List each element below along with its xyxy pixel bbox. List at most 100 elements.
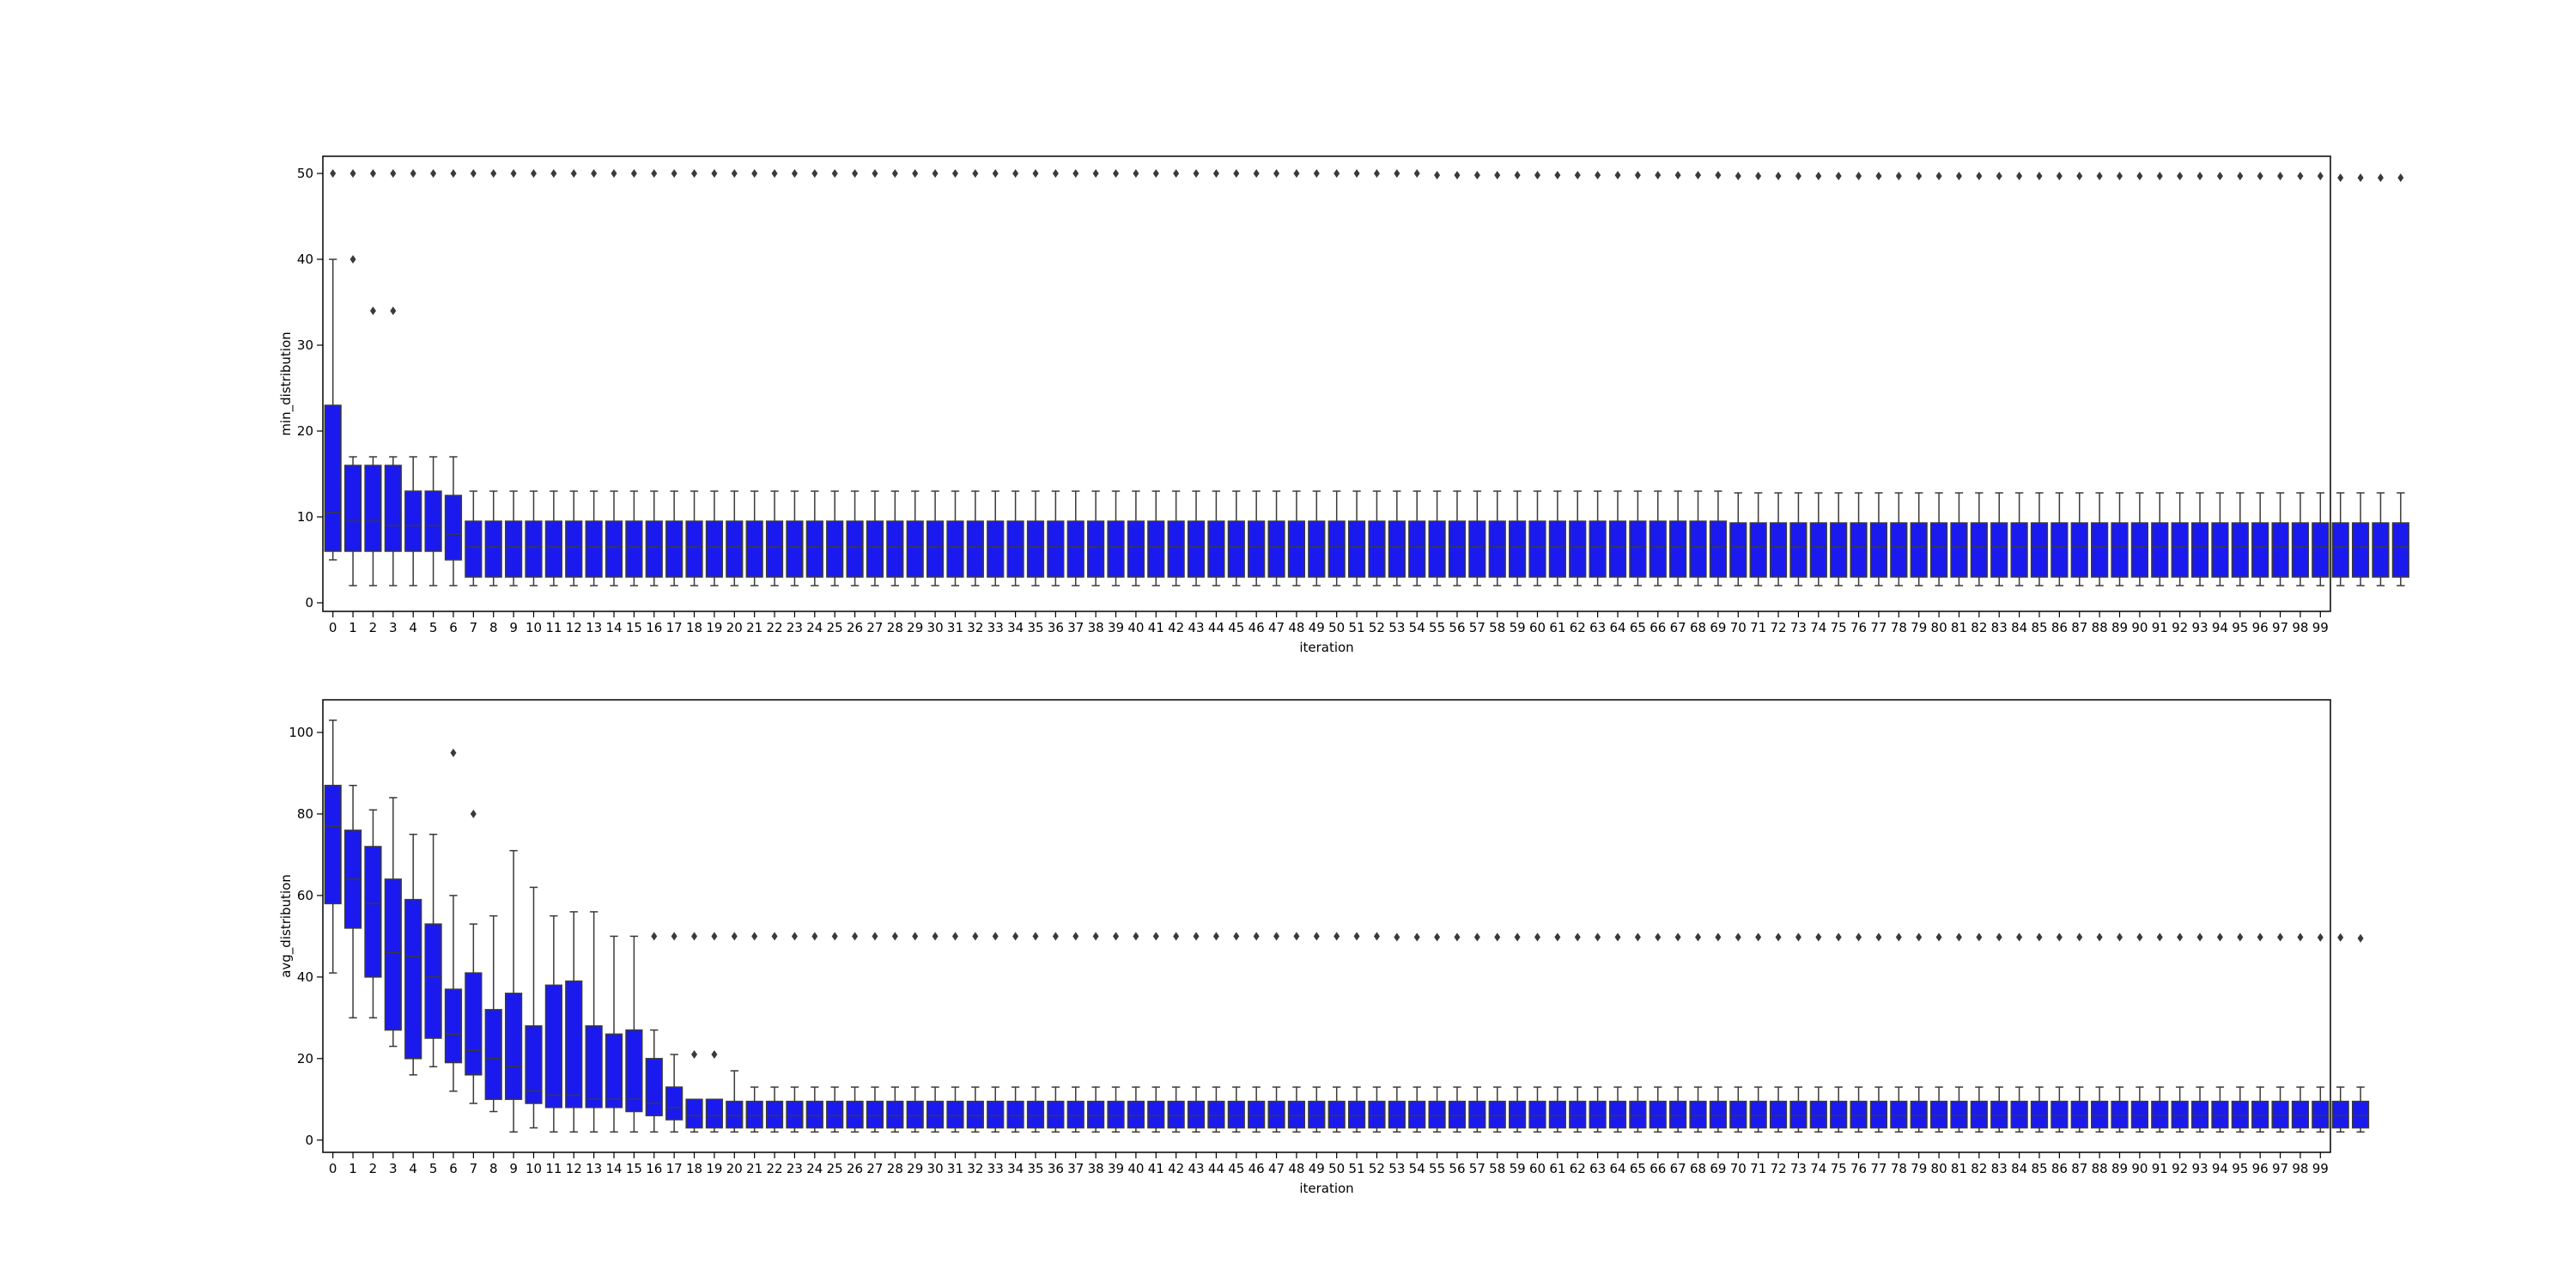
x-tick-label: 63 bbox=[1589, 1161, 1606, 1176]
outlier-point bbox=[1514, 171, 1521, 179]
outlier-point bbox=[1334, 169, 1340, 178]
box-item bbox=[1890, 933, 1908, 1133]
box bbox=[745, 1100, 763, 1129]
outlier-point bbox=[932, 169, 939, 178]
box-item bbox=[2312, 933, 2330, 1133]
box-item bbox=[1248, 932, 1266, 1133]
outlier-point bbox=[1273, 169, 1280, 178]
x-tick-label: 90 bbox=[2131, 1161, 2148, 1176]
outlier-point bbox=[1916, 172, 1923, 180]
outlier-point bbox=[450, 169, 457, 178]
box-item bbox=[384, 169, 402, 586]
box bbox=[1929, 1100, 1948, 1129]
box bbox=[1207, 520, 1225, 578]
x-tick-label: 51 bbox=[1349, 1161, 1365, 1176]
x-tick-label: 53 bbox=[1388, 1161, 1405, 1176]
box bbox=[685, 520, 703, 578]
box bbox=[665, 1086, 683, 1121]
x-axis-ticks: 0 1 2 3 4 5 6 7 8 9 10 11 12 13 14 15 16 17 18 19 20 21 22 23 24… bbox=[329, 1152, 2329, 1176]
box bbox=[1809, 522, 1827, 578]
outlier-point bbox=[831, 169, 838, 178]
outlier-point bbox=[2216, 172, 2223, 180]
box-item bbox=[1990, 172, 2008, 586]
x-tick-label: 23 bbox=[787, 620, 803, 635]
x-tick-label: 97 bbox=[2272, 1161, 2288, 1176]
box bbox=[805, 1100, 823, 1129]
box-item bbox=[1929, 172, 1948, 586]
box bbox=[1207, 1100, 1225, 1129]
box bbox=[1990, 522, 2008, 578]
outlier-point bbox=[1595, 171, 1601, 179]
x-tick-label: 80 bbox=[1931, 620, 1947, 635]
x-tick-label: 32 bbox=[967, 620, 983, 635]
x-tick-label: 81 bbox=[1951, 620, 1967, 635]
box-item bbox=[1509, 933, 1527, 1133]
x-tick-label: 6 bbox=[449, 620, 458, 635]
box bbox=[1548, 1100, 1566, 1129]
outlier-point bbox=[1413, 169, 1420, 178]
x-tick-label: 76 bbox=[1850, 620, 1867, 635]
box-item bbox=[1388, 933, 1406, 1133]
box-item bbox=[1749, 933, 1767, 1133]
box bbox=[2050, 1100, 2069, 1129]
x-tick-label: 10 bbox=[526, 620, 542, 635]
box-item bbox=[886, 932, 904, 1133]
x-tick-label: 42 bbox=[1168, 1161, 1184, 1176]
box-item bbox=[2111, 172, 2129, 586]
y-tick-label: 40 bbox=[297, 252, 313, 267]
x-axis-label: iteration bbox=[1299, 1181, 1353, 1196]
x-tick-label: 72 bbox=[1771, 620, 1787, 635]
x-tick-label: 68 bbox=[1690, 1161, 1706, 1176]
box bbox=[2070, 522, 2088, 578]
outlier-point bbox=[2237, 172, 2244, 180]
x-tick-label: 52 bbox=[1369, 1161, 1385, 1176]
outlier-point bbox=[1695, 171, 1702, 179]
x-tick-label: 36 bbox=[1048, 620, 1064, 635]
box bbox=[625, 1029, 643, 1113]
outlier-point bbox=[570, 169, 577, 178]
x-tick-label: 61 bbox=[1549, 1161, 1565, 1176]
box-item bbox=[1448, 933, 1467, 1133]
box bbox=[1388, 520, 1406, 578]
x-tick-label: 70 bbox=[1730, 620, 1747, 635]
box bbox=[1669, 1100, 1687, 1129]
outlier-point bbox=[1494, 933, 1501, 942]
box bbox=[1649, 1100, 1667, 1129]
outlier-point bbox=[1473, 171, 1480, 179]
outlier-point bbox=[1293, 932, 1300, 941]
box-item bbox=[1970, 172, 1988, 586]
x-tick-label: 56 bbox=[1449, 1161, 1465, 1176]
box bbox=[2030, 1100, 2049, 1129]
outlier-point bbox=[1775, 933, 1782, 942]
box bbox=[2010, 1100, 2028, 1129]
box-item bbox=[2190, 172, 2209, 586]
box-item bbox=[2231, 172, 2249, 586]
x-tick-label: 75 bbox=[1831, 620, 1847, 635]
box bbox=[1388, 1100, 1406, 1129]
box bbox=[525, 1025, 543, 1104]
box-item bbox=[1047, 169, 1065, 586]
outlier-point bbox=[1233, 932, 1240, 941]
x-tick-label: 11 bbox=[545, 620, 562, 635]
box bbox=[1589, 1100, 1607, 1129]
outlier-point bbox=[1674, 171, 1681, 179]
x-tick-label: 35 bbox=[1027, 620, 1043, 635]
box bbox=[1006, 520, 1024, 578]
box bbox=[1749, 522, 1767, 578]
x-tick-label: 51 bbox=[1349, 620, 1365, 635]
box-item bbox=[1227, 169, 1245, 586]
x-tick-label: 67 bbox=[1670, 1161, 1686, 1176]
box bbox=[987, 1100, 1005, 1129]
box bbox=[1187, 520, 1206, 578]
x-tick-label: 16 bbox=[646, 620, 662, 635]
box bbox=[565, 520, 583, 578]
outlier-point bbox=[1534, 933, 1540, 942]
outlier-point bbox=[1173, 932, 1180, 941]
outlier-point bbox=[1634, 171, 1641, 179]
x-axis-ticks: 0 1 2 3 4 5 6 7 8 9 10 11 12 13 14 15 16 17 18 19 20 21 22 23 24… bbox=[329, 611, 2329, 635]
box bbox=[1629, 520, 1647, 578]
box bbox=[1448, 520, 1467, 578]
box-item bbox=[1468, 171, 1486, 586]
x-tick-label: 10 bbox=[526, 1161, 542, 1176]
x-tick-label: 29 bbox=[907, 1161, 923, 1176]
